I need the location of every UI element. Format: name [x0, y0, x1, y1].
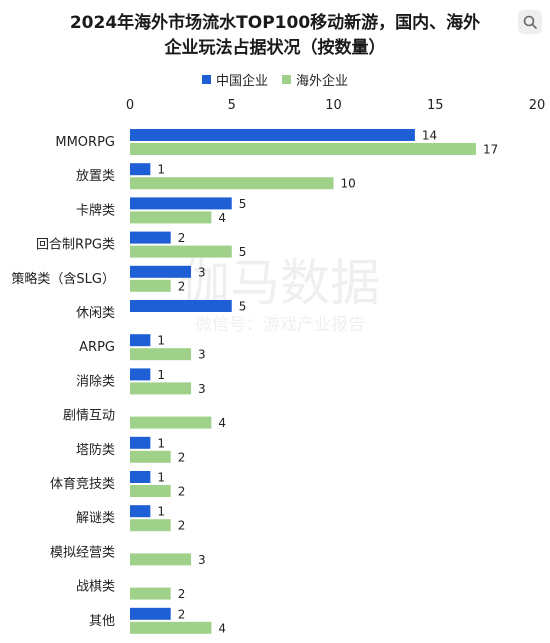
- category-label: 卡牌类: [76, 202, 115, 218]
- bar-china: [130, 368, 151, 381]
- watermark: 伽马数据 微信号：游戏产业报告: [180, 254, 380, 335]
- x-axis-ticks: 0 5 10 15 20: [126, 98, 545, 113]
- chart-legend: 中国企业 海外企业: [0, 70, 550, 89]
- bar-overseas: [130, 553, 192, 566]
- category-label: 其他: [89, 614, 115, 629]
- category-label: ARPG: [79, 340, 115, 355]
- x-tick-label: 5: [228, 98, 236, 113]
- bar-overseas: [130, 416, 212, 429]
- data-label: 1: [157, 368, 165, 382]
- lens-search-icon[interactable]: [518, 10, 542, 34]
- category-label: 体育竞技类: [50, 476, 115, 492]
- data-label: 2: [178, 607, 186, 621]
- bar-overseas: [130, 211, 212, 224]
- data-label: 3: [198, 553, 206, 567]
- data-label: 5: [239, 245, 247, 259]
- chart-title-line-1: 2024年海外市场流水TOP100移动新游，国内、海外: [69, 13, 481, 33]
- bar-china: [130, 505, 151, 518]
- bar-overseas: [130, 485, 171, 497]
- category-label: 模拟经营类: [50, 545, 115, 560]
- category-label: 放置类: [76, 169, 115, 184]
- bar-china: [130, 231, 171, 244]
- bar-china: [130, 129, 415, 141]
- data-label: 10: [341, 177, 356, 191]
- data-label: 5: [239, 197, 247, 211]
- data-label: 3: [198, 265, 206, 279]
- bar-overseas: [130, 177, 334, 190]
- bar-overseas: [130, 279, 171, 292]
- bar-overseas: [130, 245, 232, 258]
- bar-overseas: [130, 382, 192, 395]
- legend-swatch-china: [201, 75, 211, 84]
- category-label: 剧情互动: [63, 409, 115, 424]
- category-label: 策略类（含SLG）: [11, 271, 115, 287]
- x-tick-label: 0: [126, 98, 134, 113]
- bar-overseas: [130, 621, 212, 634]
- data-label: 14: [422, 129, 437, 143]
- chart-title-line-2: 企业玩法占据状况（按数量）: [164, 38, 386, 58]
- legend-swatch-overseas: [282, 75, 291, 84]
- bar-china: [130, 436, 151, 449]
- watermark-sub: 微信号：游戏产业报告: [195, 315, 365, 335]
- data-label: 1: [157, 436, 165, 450]
- data-label: 17: [483, 143, 498, 157]
- data-label: 2: [178, 450, 186, 464]
- data-label: 1: [157, 163, 165, 177]
- data-label: 2: [178, 587, 186, 601]
- data-label: 3: [198, 382, 206, 396]
- data-label: 2: [178, 519, 186, 533]
- data-label: 3: [198, 348, 206, 362]
- data-label: 4: [218, 211, 226, 225]
- bar-overseas: [130, 519, 171, 532]
- bar-overseas: [130, 587, 171, 600]
- bar-china: [130, 265, 192, 278]
- bar-china: [130, 471, 151, 483]
- category-label: 回合制RPG类: [36, 238, 115, 253]
- legend-item-china: 中国企业: [201, 70, 268, 89]
- bar-overseas: [130, 348, 192, 361]
- data-label: 1: [157, 471, 165, 485]
- bar-overseas: [130, 450, 171, 463]
- bar-china: [130, 197, 232, 210]
- data-label: 5: [239, 300, 247, 314]
- x-tick-label: 10: [325, 98, 342, 113]
- category-label: 休闲类: [76, 306, 115, 321]
- category-label: MMORPG: [55, 135, 115, 150]
- data-label: 2: [178, 485, 186, 499]
- x-tick-label: 20: [529, 98, 546, 113]
- bar-overseas: [130, 143, 476, 155]
- category-label: 塔防类: [76, 442, 115, 458]
- data-label: 1: [157, 334, 165, 348]
- x-tick-label: 15: [427, 98, 444, 113]
- bar-china: [130, 300, 232, 312]
- category-label: 解谜类: [76, 511, 115, 526]
- category-label: 消除类: [76, 374, 115, 389]
- data-label: 2: [178, 279, 186, 293]
- legend-label-china: 中国企业: [215, 74, 268, 89]
- bar-china: [130, 334, 151, 347]
- data-label: 1: [157, 505, 165, 519]
- legend-item-overseas: 海外企业: [282, 70, 348, 89]
- data-label: 4: [218, 416, 226, 430]
- data-label: 4: [218, 621, 226, 635]
- category-label: 战棋类: [76, 580, 115, 595]
- bar-china: [130, 607, 171, 620]
- bar-china: [130, 163, 151, 176]
- data-label: 2: [178, 231, 186, 245]
- legend-label-overseas: 海外企业: [296, 74, 349, 89]
